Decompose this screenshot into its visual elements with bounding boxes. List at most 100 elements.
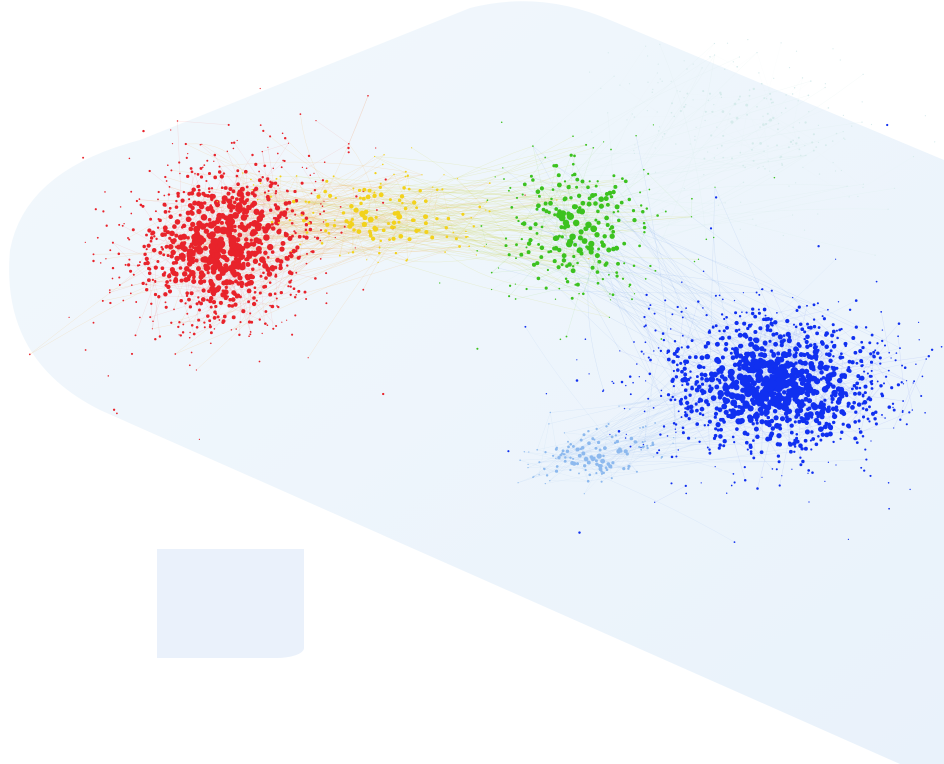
graph-node <box>208 205 214 211</box>
graph-node <box>226 150 229 153</box>
graph-node <box>618 447 622 451</box>
graph-node <box>277 228 282 233</box>
graph-node <box>566 211 571 216</box>
graph-node <box>323 200 325 202</box>
graph-node <box>349 204 354 209</box>
graph-node <box>249 331 252 333</box>
graph-node <box>762 123 765 126</box>
graph-node <box>647 397 650 400</box>
graph-node <box>584 468 587 472</box>
graph-node <box>617 218 621 223</box>
graph-node <box>824 432 830 438</box>
graph-node <box>865 458 868 461</box>
graph-node <box>333 219 336 222</box>
graph-node <box>733 404 738 409</box>
graph-node <box>713 411 719 416</box>
graph-node <box>750 380 757 387</box>
graph-node <box>154 210 157 213</box>
graph-node <box>155 237 158 241</box>
graph-node <box>708 329 711 332</box>
graph-node <box>232 291 237 297</box>
graph-node <box>582 452 586 456</box>
graph-node <box>596 209 600 214</box>
graph-node <box>854 299 858 302</box>
graph-node <box>367 216 374 223</box>
graph-node <box>515 243 518 247</box>
graph-node <box>704 377 710 383</box>
graph-node <box>356 229 362 234</box>
graph-node <box>164 175 167 179</box>
graph-node <box>805 154 807 157</box>
graph-node <box>539 186 544 191</box>
graph-node <box>791 93 794 95</box>
graph-node <box>783 395 792 405</box>
graph-node <box>614 204 620 210</box>
graph-node <box>653 350 655 352</box>
graph-node <box>130 212 133 215</box>
graph-node <box>588 473 592 477</box>
graph-node <box>720 313 724 316</box>
graph-node <box>940 345 943 348</box>
graph-node <box>109 301 112 305</box>
graph-node <box>273 181 278 185</box>
graph-node <box>259 182 262 185</box>
graph-node <box>351 250 355 254</box>
graph-node <box>748 94 751 97</box>
graph-node <box>199 175 204 179</box>
graph-node <box>639 204 643 207</box>
graph-node <box>549 480 551 482</box>
graph-node <box>265 194 271 200</box>
graph-node <box>224 215 232 223</box>
graph-node <box>823 398 827 402</box>
graph-node <box>586 185 590 190</box>
graph-node <box>248 279 254 286</box>
graph-node <box>209 305 213 309</box>
graph-node <box>695 408 699 413</box>
graph-node <box>679 401 683 406</box>
graph-node <box>812 149 815 152</box>
graph-node <box>894 359 897 362</box>
graph-node <box>485 209 487 211</box>
graph-node <box>340 231 343 234</box>
graph-node <box>249 202 256 208</box>
graph-node <box>738 353 744 359</box>
graph-node <box>314 236 316 238</box>
graph-node <box>793 420 797 424</box>
graph-node <box>270 226 276 231</box>
graph-node <box>198 203 205 210</box>
graph-node <box>575 177 580 182</box>
graph-node <box>191 233 199 241</box>
graph-node <box>612 211 616 214</box>
graph-node <box>189 272 193 276</box>
graph-node <box>765 327 770 332</box>
graph-node <box>699 355 705 361</box>
graph-node <box>268 208 273 212</box>
graph-node <box>198 279 204 285</box>
graph-node <box>263 284 268 289</box>
graph-node <box>683 388 688 392</box>
graph-node <box>84 349 87 351</box>
graph-node <box>174 233 179 238</box>
graph-node <box>235 174 239 178</box>
graph-node <box>391 236 396 241</box>
graph-node <box>168 273 171 276</box>
graph-node <box>149 316 152 319</box>
graph-node <box>876 342 879 345</box>
graph-node <box>616 261 620 266</box>
graph-node <box>525 287 528 291</box>
graph-node <box>767 366 774 374</box>
graph-node <box>830 406 836 412</box>
graph-node <box>272 327 275 330</box>
graph-node <box>627 464 631 468</box>
graph-node <box>194 226 199 231</box>
graph-node <box>596 220 601 225</box>
graph-node <box>796 400 801 405</box>
graph-node <box>708 371 715 377</box>
graph-node <box>645 207 649 210</box>
graph-node <box>890 357 892 359</box>
graph-node <box>244 274 250 279</box>
graph-node <box>483 245 485 248</box>
graph-node <box>845 423 851 429</box>
graph-node <box>181 271 188 277</box>
graph-node <box>572 172 577 177</box>
